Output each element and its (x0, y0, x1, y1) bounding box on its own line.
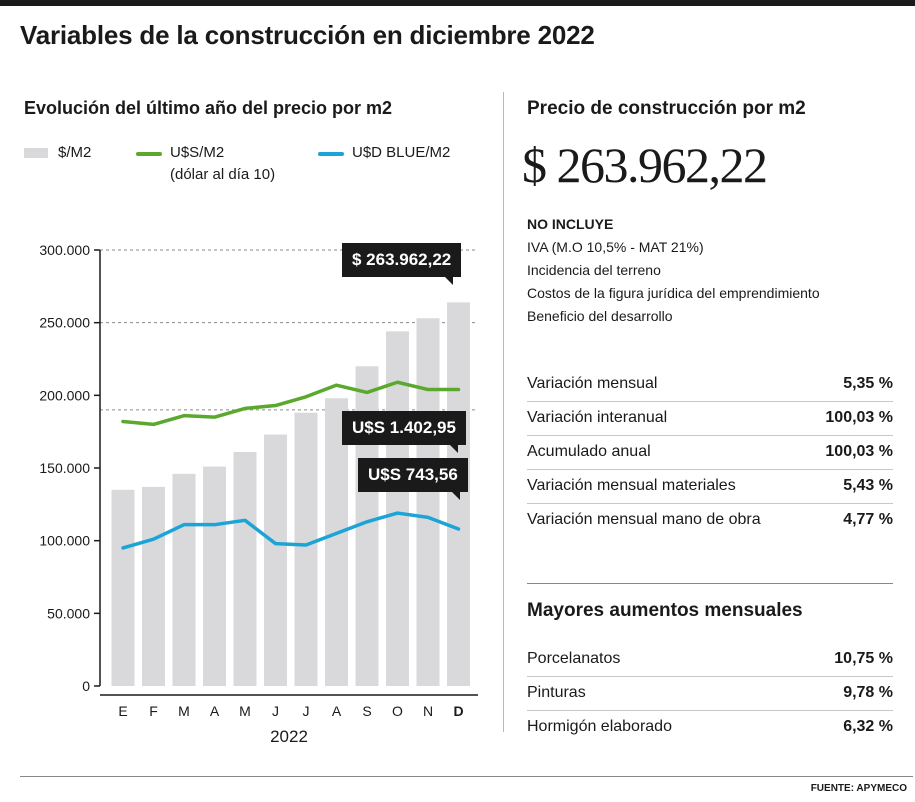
increase-value: 9,78 % (843, 684, 893, 701)
increases-title: Mayores aumentos mensuales (527, 600, 803, 621)
big-price: $ 263.962,22 (522, 137, 768, 193)
legend-swatch-usd (136, 152, 162, 156)
top-rule (0, 0, 915, 6)
variation-value: 100,03 % (825, 409, 893, 426)
bar (111, 489, 135, 686)
increase-row: Porcelanatos 10,75 % (527, 642, 893, 677)
x-tick-label: F (149, 703, 158, 719)
variation-value: 4,77 % (843, 511, 893, 528)
series-line (121, 511, 461, 550)
callout-peso: $ 263.962,22 (342, 243, 462, 285)
x-tick-label: S (362, 703, 371, 719)
variation-value: 5,35 % (843, 375, 893, 392)
chart-subtitle: Evolución del último año del precio por … (24, 98, 393, 118)
increase-value: 10,75 % (834, 650, 893, 667)
y-tick-label: 200.000 (39, 387, 90, 403)
bar (325, 398, 348, 686)
legend-swatch-bar (24, 148, 48, 158)
variation-value: 5,43 % (843, 477, 893, 494)
price-subtitle: Precio de construcción por m2 (527, 98, 806, 119)
source-note: FUENTE: APYMECO (810, 783, 907, 794)
x-axis-title: 2022 (270, 727, 308, 745)
section-divider (527, 583, 893, 584)
bar (416, 318, 440, 686)
legend-note-usd: (dólar al día 10) (170, 166, 276, 183)
variation-row: Variación mensual materiales 5,43 % (527, 469, 893, 504)
variation-value: 100,03 % (825, 443, 893, 460)
x-tick-label: M (239, 703, 251, 719)
bar (233, 452, 257, 686)
variation-label: Variación interanual (527, 409, 668, 426)
no-incluye-item: Costos de la figura jurídica del emprend… (527, 285, 820, 301)
x-tick-label: A (332, 703, 342, 719)
variation-row: Variación mensual mano de obra 4,77 % (527, 503, 893, 537)
bar (203, 466, 226, 686)
no-incluye-item: IVA (M.O 10,5% - MAT 21%) (527, 239, 704, 255)
increase-value: 6,32 % (843, 718, 893, 735)
y-tick-label: 250.000 (39, 315, 90, 331)
callout-blue: U$S 743,56 (358, 458, 468, 500)
callout-usd: U$S 1.402,95 (342, 411, 466, 453)
bar (294, 412, 318, 686)
column-divider (503, 92, 504, 732)
y-tick-label: 150.000 (39, 460, 90, 476)
variation-row: Variación mensual 5,35 % (527, 367, 893, 402)
y-tick-label: 100.000 (39, 533, 90, 549)
no-incluye-title: NO INCLUYE (527, 216, 614, 232)
x-tick-label: E (118, 703, 127, 719)
increase-row: Pinturas 9,78 % (527, 676, 893, 711)
no-incluye-item: Incidencia del terreno (527, 262, 661, 278)
legend-label-peso: $/M2 (58, 144, 92, 161)
y-tick-label: 300.000 (39, 242, 90, 258)
increase-label: Porcelanatos (527, 650, 621, 667)
x-tick-label: N (423, 703, 433, 719)
increase-label: Hormigón elaborado (527, 718, 672, 735)
legend-label-usd: U$S/M2 (170, 144, 225, 161)
variation-label: Acumulado anual (527, 443, 651, 460)
variation-label: Variación mensual (527, 375, 658, 392)
increase-label: Pinturas (527, 684, 586, 701)
no-incluye-item: Beneficio del desarrollo (527, 308, 673, 324)
bar (264, 434, 287, 686)
increase-row: Hormigón elaborado 6,32 % (527, 710, 893, 744)
page-title: Variables de la construcción en diciembr… (20, 20, 595, 50)
bar (172, 473, 196, 686)
x-tick-label: A (210, 703, 220, 719)
footer-rule (20, 776, 913, 777)
variation-row: Variación interanual 100,03 % (527, 401, 893, 436)
variation-label: Variación mensual mano de obra (527, 511, 761, 528)
y-tick-label: 50.000 (47, 605, 90, 621)
legend-swatch-blue (318, 152, 344, 156)
x-tick-label: M (178, 703, 190, 719)
y-tick-label: 0 (82, 678, 90, 694)
variation-row: Acumulado anual 100,03 % (527, 435, 893, 470)
variation-label: Variación mensual materiales (527, 477, 736, 494)
x-tick-label: J (303, 703, 310, 719)
series-line (121, 380, 461, 427)
x-tick-label: J (272, 703, 279, 719)
x-tick-label: D (453, 703, 463, 719)
legend-label-blue: U$D BLUE/M2 (352, 144, 451, 161)
bar (142, 486, 165, 686)
x-tick-label: O (392, 703, 403, 719)
bar (355, 366, 379, 686)
